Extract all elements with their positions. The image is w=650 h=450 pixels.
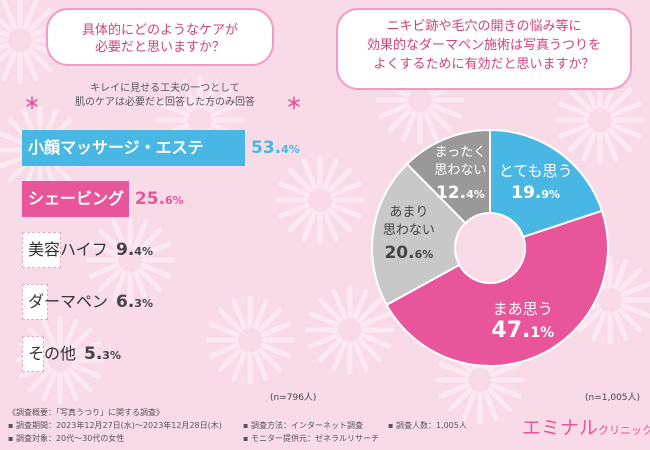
- bar-label-3: 美容ハイフ: [28, 240, 108, 259]
- bar-label-1: 小顔マッサージ・エステ: [28, 138, 204, 157]
- bar-value-4: 6.3%: [116, 292, 153, 312]
- footer-period: ▪ 調査期間：2023年12月27日(水)～2023年12月28日(木): [8, 421, 222, 430]
- donut-slice-4: [405, 128, 491, 225]
- donut-slice-3: [371, 162, 467, 307]
- bar-value-1: 53.4%: [251, 138, 300, 158]
- donut-label-2: まあ思う 47.1%: [491, 300, 555, 344]
- eminal-clinic-logo: エミナルクリニック: [522, 413, 650, 440]
- logo-main: エミナル: [522, 417, 599, 439]
- background-flower: [305, 285, 395, 375]
- left-sample-size: (n=796人): [270, 393, 317, 403]
- left-note-line-2: 肌のケアは必要だと回答した方のみ回答: [75, 97, 255, 108]
- right-question-line-1: ニキビ跡や毛穴の開きの悩み等に: [386, 19, 582, 34]
- bar-2: [22, 181, 129, 217]
- footer-method: ▪ 調査方法：インターネット調査: [243, 421, 363, 430]
- footer-provider: ▪ モニター提供元：ゼネラルリサーチ: [243, 434, 379, 443]
- left-question-line-1: 具体的にどのようなケアが: [81, 23, 238, 38]
- bar-value-2: 25.6%: [134, 189, 184, 209]
- note-asterisk-left: ＊: [24, 94, 41, 113]
- left-question-line-2: 必要だと思いますか？: [94, 40, 225, 55]
- left-question-bubble: [46, 8, 274, 66]
- note-asterisk-right: ＊: [286, 94, 303, 113]
- bar-value-5: 5.3%: [84, 344, 121, 364]
- bar-4: [22, 284, 49, 320]
- donut-slice-2: [385, 209, 609, 367]
- background-flower: [205, 295, 295, 385]
- donut-label-4: まったく 思わない 12.4%: [434, 144, 487, 203]
- logo-sub: クリニック: [598, 424, 650, 437]
- bar-1: [22, 130, 245, 166]
- right-sample-size: (n=1,005人): [585, 393, 641, 403]
- left-note-line-1: キレイに見せる工夫の一つとして: [90, 83, 240, 94]
- background-flower: [555, 75, 645, 165]
- bar-label-5: その他: [28, 344, 77, 363]
- bar-3: [22, 232, 62, 268]
- footer-title: 《調査概要：「写真うつり」に関する調査》: [8, 408, 164, 417]
- background-flower: [85, 215, 175, 305]
- right-question-line-3: よくするために有効だと思いますか？: [373, 57, 595, 72]
- bar-5: [22, 336, 45, 372]
- donut-label-3: あまり 思わない 20.6%: [382, 205, 435, 264]
- bar-value-3: 9.4%: [116, 240, 153, 260]
- right-question-bubble: [336, 8, 632, 90]
- donut-label-1: とても思う 19.9%: [498, 161, 573, 203]
- footer-target: ▪ 調査対象：20代～30代の女性: [8, 434, 125, 443]
- right-question-line-2: 効果的なダーマペン施術は写真うつりを: [366, 38, 601, 53]
- footer-count: ▪ 調査人数：1,005人: [388, 421, 467, 430]
- bar-label-2: シェービング: [28, 189, 125, 208]
- background-flower: [275, 155, 365, 245]
- donut-slice-1: [489, 128, 604, 239]
- bar-label-4: ダーマペン: [28, 292, 109, 311]
